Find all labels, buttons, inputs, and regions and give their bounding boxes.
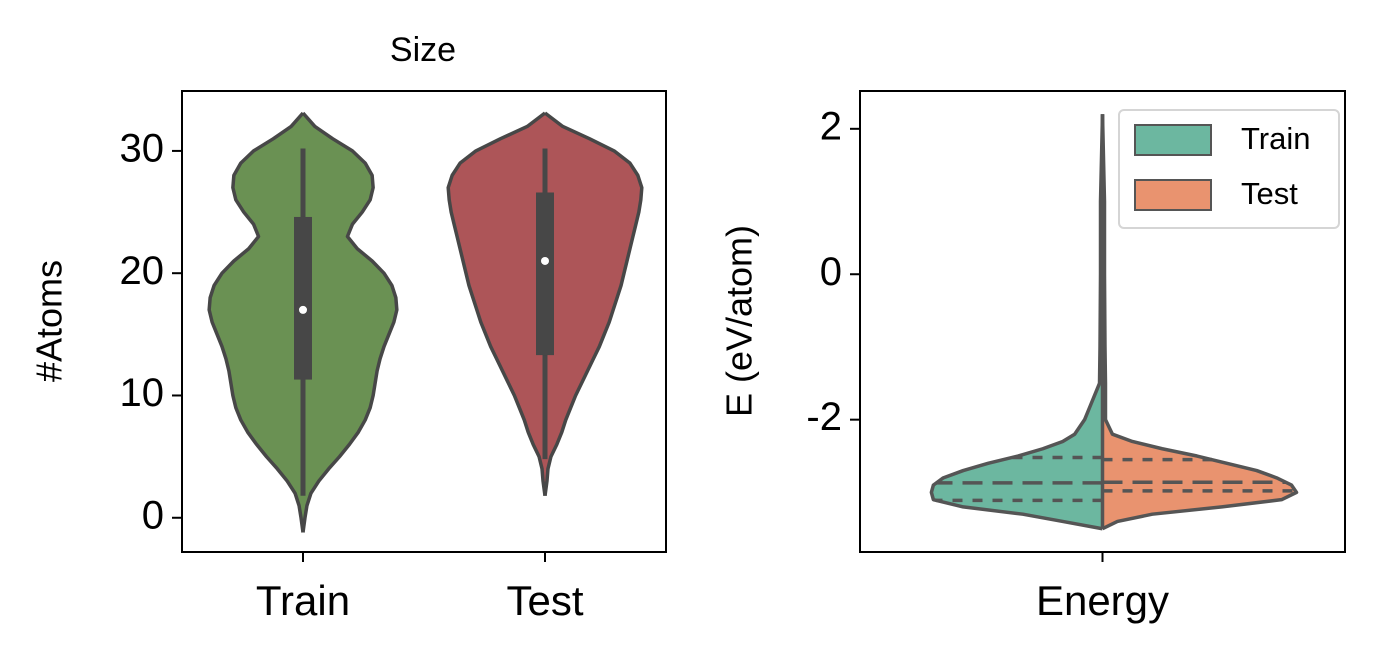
legend-label: Train: [1241, 121, 1310, 156]
legend-swatch: [1134, 124, 1212, 156]
y-tick-label: 20: [120, 249, 165, 293]
box: [294, 216, 312, 380]
y-tick-label: 30: [120, 126, 165, 170]
chart-title: Size: [390, 31, 456, 69]
violin-body: [301, 111, 399, 533]
y-tick-label: 0: [820, 250, 842, 294]
violin-body: [446, 111, 547, 496]
legend-swatch: [1134, 179, 1212, 211]
y-tick-label: 2: [820, 104, 842, 148]
violin-body: [543, 111, 644, 496]
violin-body: [207, 111, 305, 533]
box: [536, 192, 554, 356]
x-tick-label: Energy: [1036, 577, 1169, 624]
y-tick-label: 0: [142, 493, 164, 537]
plot-frame: [859, 90, 1346, 553]
plot-frame: [181, 90, 667, 553]
median: [541, 256, 549, 265]
x-tick-label: Train: [256, 577, 350, 624]
y-axis-label: E (eV/atom): [719, 225, 760, 417]
y-tick-label: -2: [806, 395, 842, 439]
x-tick-label: Test: [506, 577, 583, 624]
median: [299, 305, 307, 314]
legend-label: Test: [1241, 176, 1298, 211]
y-tick-label: 10: [120, 371, 165, 415]
violin-half: [1100, 114, 1299, 531]
y-axis-label: #Atoms: [29, 260, 70, 382]
violin-half: [929, 114, 1105, 531]
